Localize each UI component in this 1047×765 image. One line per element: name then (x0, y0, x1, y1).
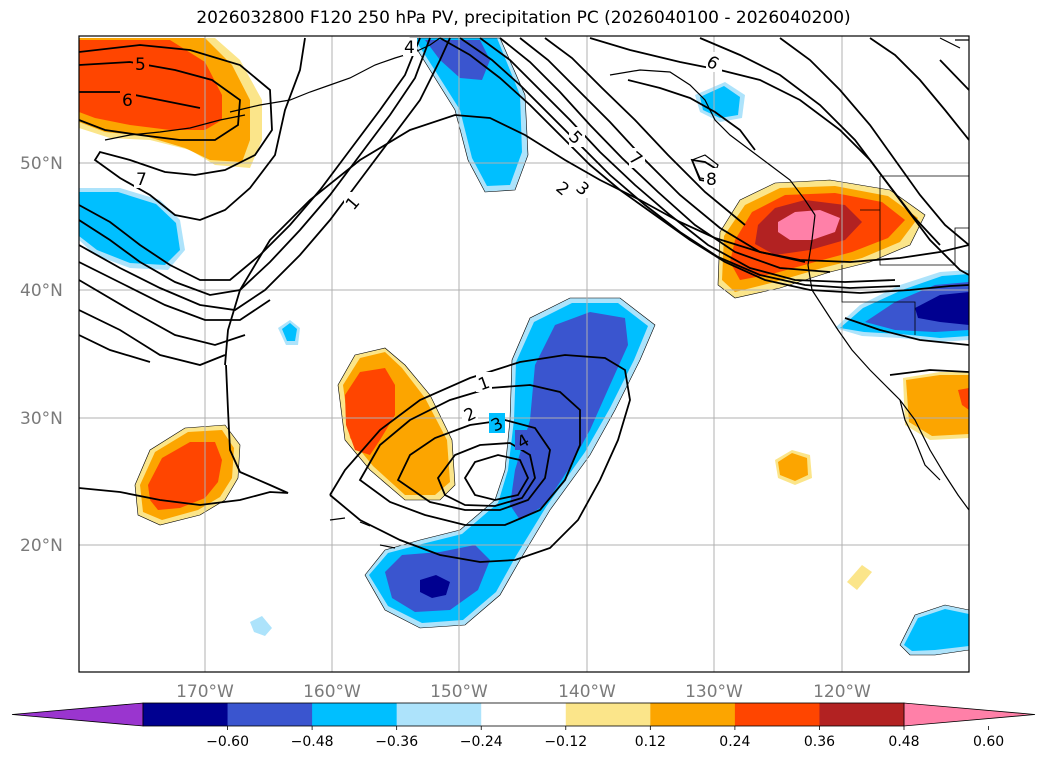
colorbar-tick-label: 0.60 (973, 734, 1004, 750)
lat-label: 30°N (20, 409, 63, 429)
colorbar-swatch (312, 703, 398, 726)
shading-outlines (134, 37, 969, 656)
lat-label: 20°N (20, 536, 63, 556)
colorbar-extend-high (903, 702, 1036, 727)
colorbar-swatch (481, 703, 567, 726)
colorbar-tick-label: −0.36 (375, 734, 418, 750)
colorbar-swatch (650, 703, 736, 726)
colorbar-tick-label: −0.12 (544, 734, 587, 750)
precip-positive-anomalies (79, 38, 969, 590)
longitude-labels: 170°W 160°W 150°W 140°W 130°W 120°W (176, 682, 871, 702)
colorbar-tick-label: 0.36 (804, 734, 835, 750)
contour-label: 4 (404, 38, 415, 58)
map-frame (78, 35, 970, 673)
lat-label: 50°N (20, 154, 63, 174)
colorbar: −0.60 −0.48 −0.36 −0.24 −0.12 0.12 0.24 0.36 0.4… (11, 702, 1036, 750)
map-layers: 5 6 7 1 4 5 2 3 7 6 8 1 2 3 (79, 36, 969, 672)
lon-label: 150°W (430, 682, 488, 702)
colorbar-tick-label: −0.60 (206, 734, 249, 750)
contour-labels: 5 6 7 1 4 5 2 3 7 6 8 1 2 3 (120, 38, 722, 453)
lon-label: 160°W (303, 682, 361, 702)
lat-label: 40°N (20, 281, 63, 301)
map-title: 2026032800 F120 250 hPa PV, precipitatio… (196, 8, 851, 28)
colorbar-tick-label: 0.12 (635, 734, 666, 750)
lon-label: 140°W (558, 682, 616, 702)
colorbar-swatch (396, 703, 482, 726)
lon-label: 130°W (685, 682, 743, 702)
state-borders (841, 175, 969, 335)
contour-label: 8 (706, 170, 717, 190)
colorbar-swatch (819, 703, 905, 726)
latitude-labels: 50°N 40°N 30°N 20°N (20, 154, 63, 556)
pv-contours (79, 37, 969, 563)
contour-label: 6 (122, 91, 133, 111)
colorbar-swatch (227, 703, 313, 726)
contour-label: 5 (135, 55, 146, 75)
colorbar-frame (142, 702, 905, 727)
colorbar-tick-label: −0.48 (291, 734, 334, 750)
colorbar-extend-low (11, 702, 144, 727)
contour-label: 7 (136, 170, 147, 190)
lon-label: 170°W (176, 682, 234, 702)
colorbar-swatch (734, 703, 820, 726)
colorbar-swatch (565, 703, 651, 726)
coastlines (104, 37, 969, 549)
colorbar-swatch (143, 703, 229, 726)
lon-label: 120°W (813, 682, 871, 702)
colorbar-tick-label: −0.24 (460, 734, 503, 750)
colorbar-tick-label: 0.24 (719, 734, 750, 750)
colorbar-tick-label: 0.48 (888, 734, 919, 750)
